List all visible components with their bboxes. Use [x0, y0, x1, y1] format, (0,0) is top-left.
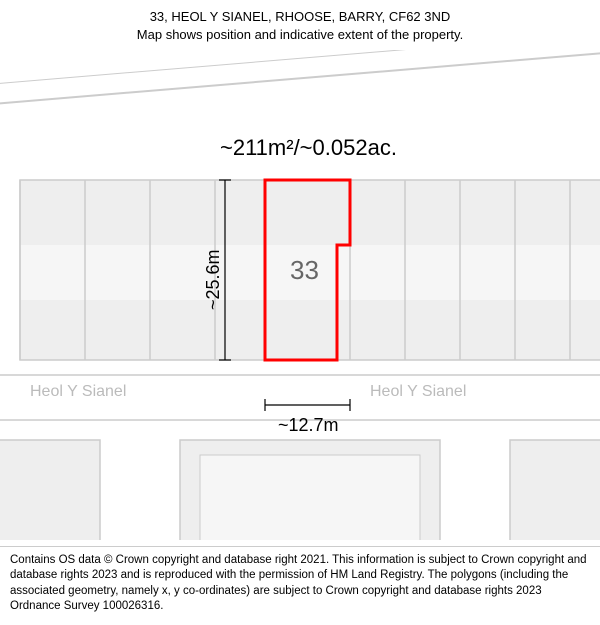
depth-measurement: ~25.6m — [203, 249, 224, 310]
width-measurement: ~12.7m — [278, 415, 339, 436]
plot-number: 33 — [290, 255, 319, 286]
area-measurement: ~211m²/~0.052ac. — [220, 135, 397, 161]
street-name-left: Heol Y Sianel — [30, 383, 126, 401]
copyright-text: Contains OS data © Crown copyright and d… — [10, 554, 587, 613]
lower-blocks — [0, 440, 600, 540]
road-edge-top2 — [0, 50, 600, 85]
map-svg — [0, 50, 600, 540]
copyright-footer: Contains OS data © Crown copyright and d… — [0, 546, 600, 625]
property-address: 33, HEOL Y SIANEL, RHOOSE, BARRY, CF62 3… — [10, 8, 590, 26]
street-name-right: Heol Y Sianel — [370, 383, 466, 401]
map-canvas: ~211m²/~0.052ac. ~25.6m ~12.7m 33 Heol Y… — [0, 50, 600, 540]
map-caption: Map shows position and indicative extent… — [10, 26, 590, 44]
header: 33, HEOL Y SIANEL, RHOOSE, BARRY, CF62 3… — [0, 0, 600, 48]
